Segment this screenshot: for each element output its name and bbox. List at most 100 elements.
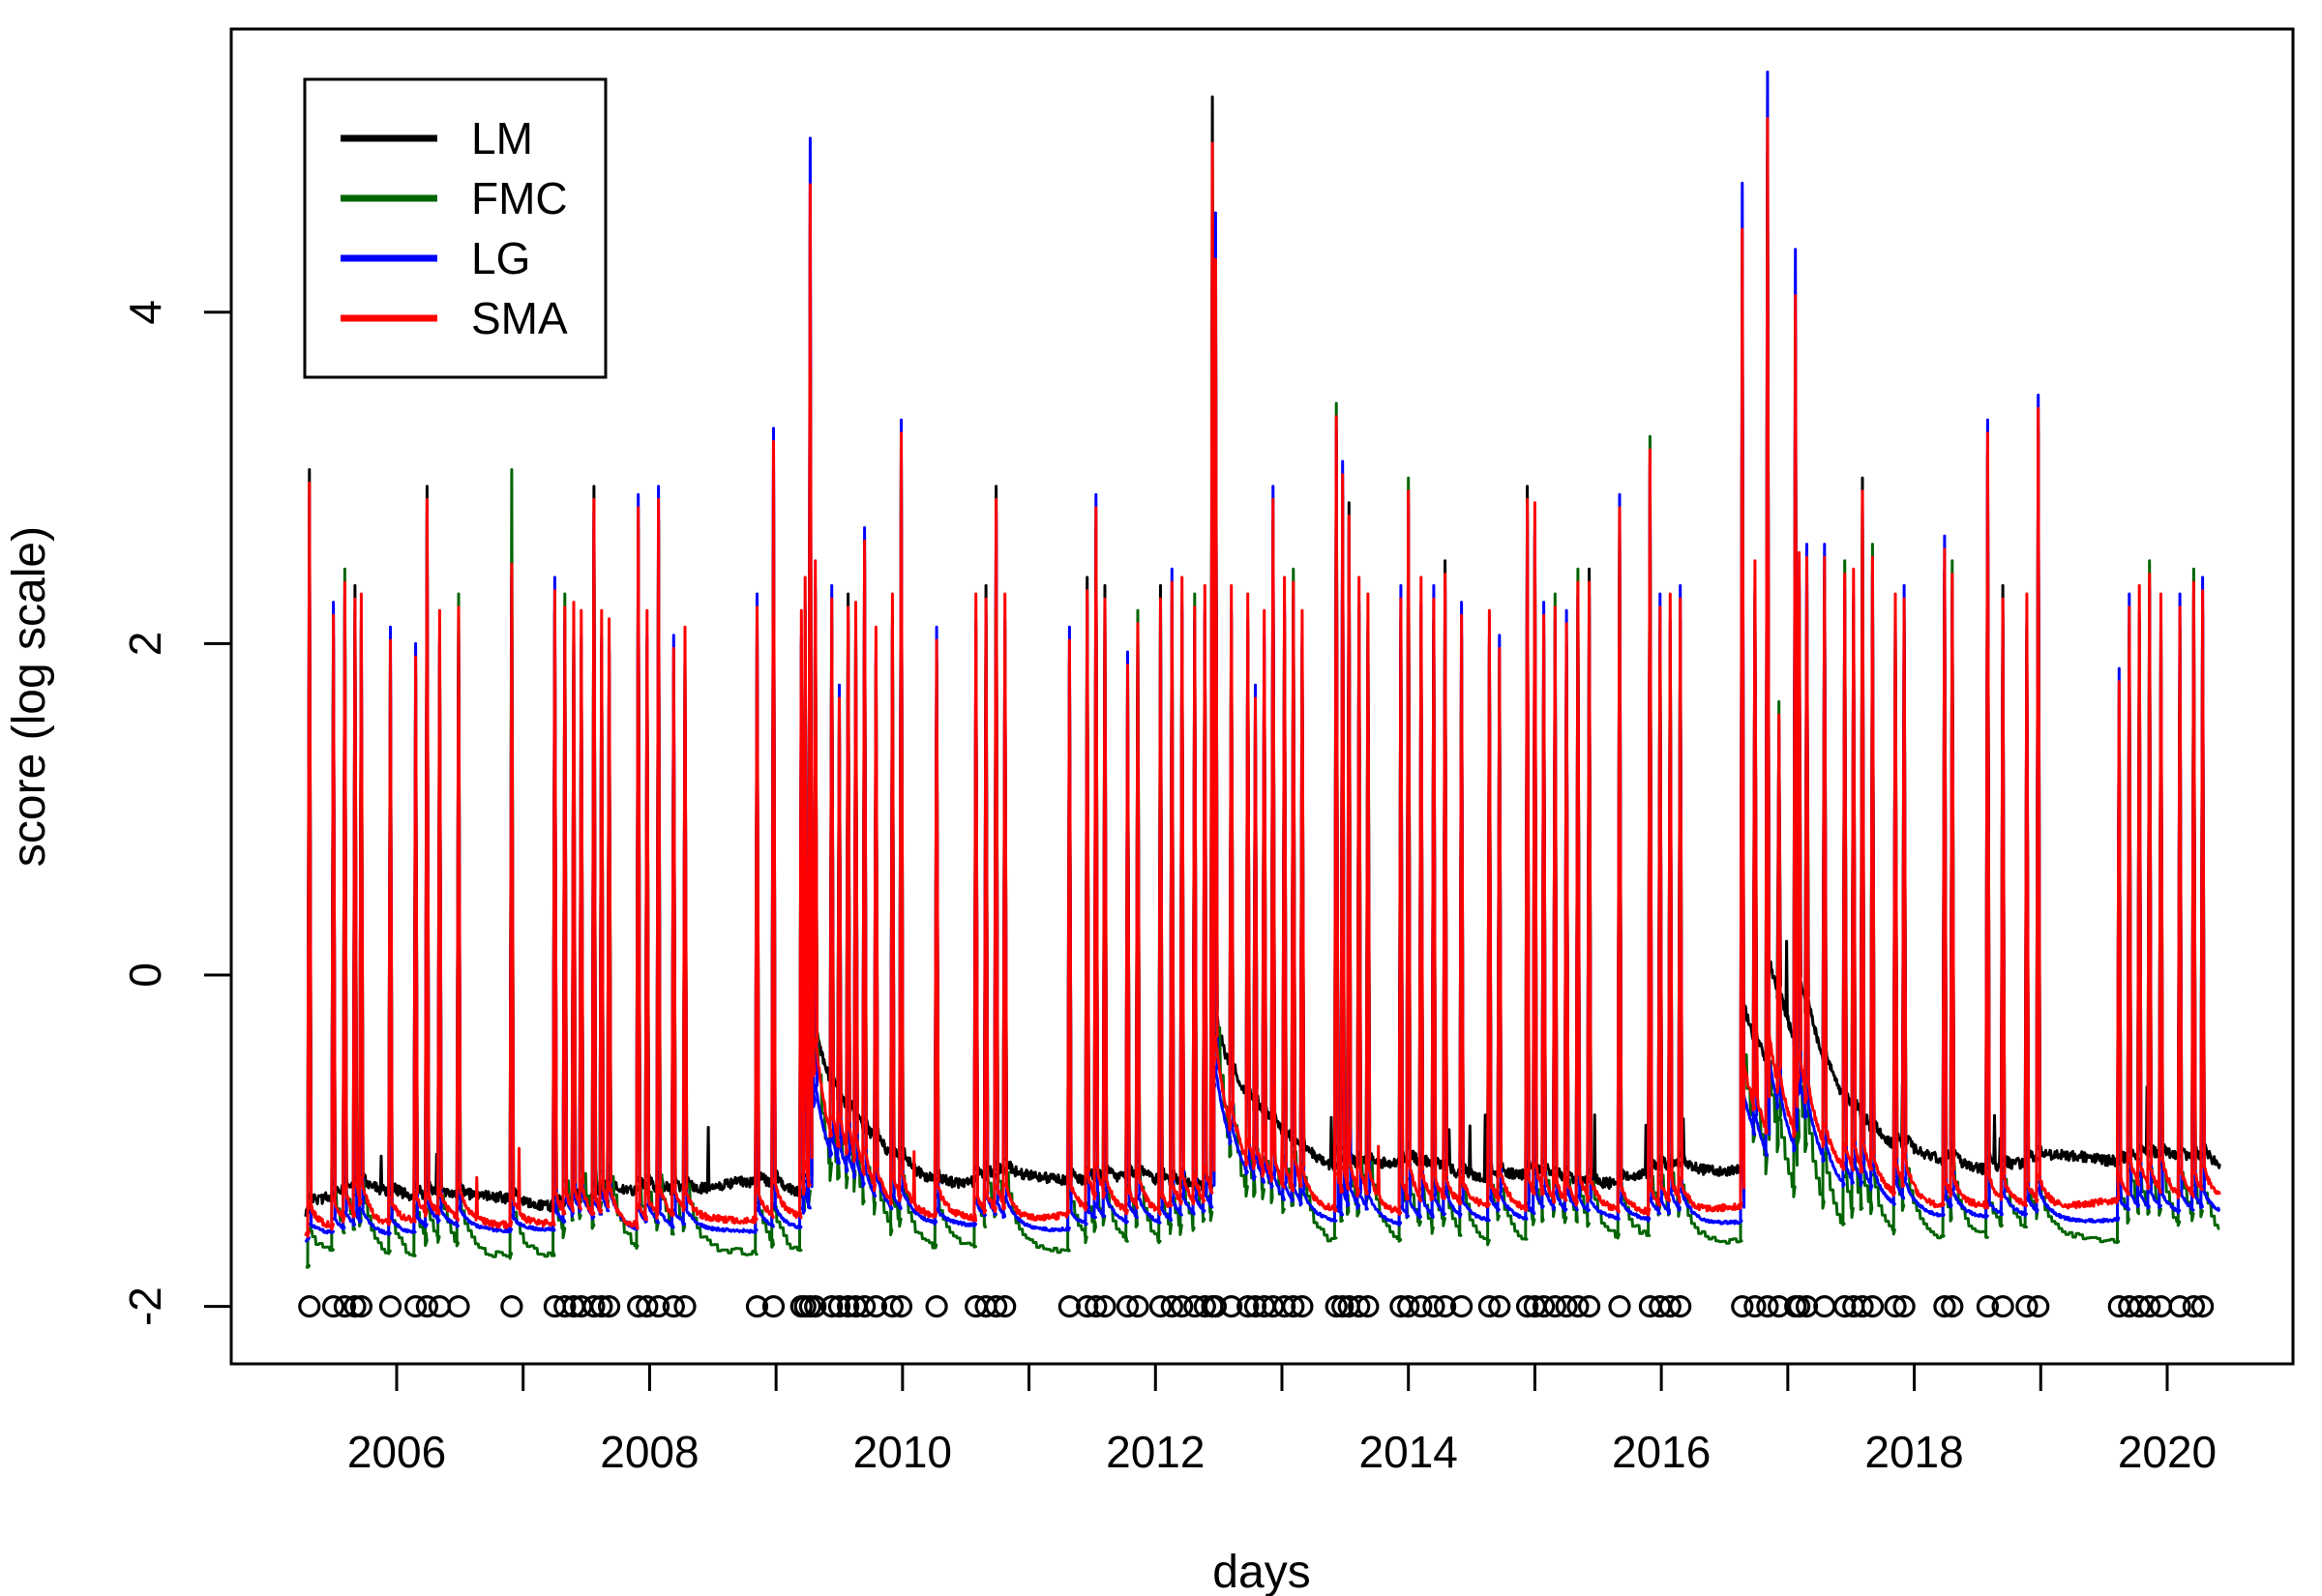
x-axis-title: days [1212, 1547, 1310, 1596]
event-circle [1116, 1294, 1140, 1318]
event-circle [1756, 1294, 1779, 1318]
series-line-sma [304, 116, 2221, 1238]
event-circle [2027, 1294, 2050, 1318]
event-circle [1236, 1294, 1260, 1318]
event-circle [1348, 1294, 1371, 1318]
event-circle [646, 1294, 670, 1318]
event-circle [582, 1294, 606, 1318]
legend-label-fmc: FMC [471, 173, 568, 223]
event-circle [1658, 1294, 1682, 1318]
event-circle [1731, 1294, 1754, 1318]
event-circle [1851, 1294, 1874, 1318]
y-tick-label: 4 [120, 300, 170, 325]
event-circle [827, 1294, 851, 1318]
event-circle [852, 1294, 877, 1318]
event-circle [889, 1294, 913, 1318]
event-circle [1892, 1294, 1916, 1318]
event-circle [553, 1294, 577, 1318]
event-circle [836, 1294, 860, 1318]
legend-box [303, 77, 608, 379]
event-circle [1488, 1294, 1511, 1318]
event-circle [1148, 1294, 1173, 1318]
legend-label-lm: LM [471, 113, 533, 163]
event-circle [761, 1294, 786, 1318]
event-circle [984, 1294, 1008, 1318]
event-circle [1543, 1294, 1566, 1318]
event-circle [1433, 1294, 1457, 1318]
event-circle [298, 1294, 321, 1318]
event-circle [322, 1294, 345, 1318]
legend: LM FMC LG SMA [303, 77, 608, 379]
x-tick-label: 2018 [1864, 1427, 1963, 1477]
event-circle [1093, 1294, 1116, 1318]
event-circle [1477, 1294, 1502, 1318]
event-circle [1833, 1294, 1857, 1318]
event-circle [1410, 1294, 1433, 1318]
event-circle [1669, 1294, 1692, 1318]
x-tick-label: 2008 [600, 1427, 699, 1477]
series-lines [304, 70, 2221, 1269]
event-circle [1532, 1294, 1556, 1318]
event-circle [1282, 1294, 1305, 1318]
event-circle [428, 1294, 451, 1318]
event-circle [1220, 1294, 1243, 1318]
event-circle [1861, 1294, 1885, 1318]
event-markers [298, 1294, 2215, 1318]
legend-label-lg: LG [471, 233, 530, 283]
event-circle [820, 1294, 844, 1318]
event-circle [415, 1294, 438, 1318]
event-circle [1884, 1294, 1907, 1318]
x-tick-label: 2010 [853, 1427, 952, 1477]
event-circle [404, 1294, 428, 1318]
y-tick-label: 0 [120, 962, 170, 988]
plot-frame [229, 27, 2295, 1366]
event-circle [673, 1294, 697, 1318]
event-circle [1743, 1294, 1767, 1318]
y-tick-label: -2 [120, 1286, 170, 1326]
event-circle [1976, 1294, 1999, 1318]
event-circle [2191, 1294, 2215, 1318]
event-circle [349, 1294, 372, 1318]
y-tick-label: 2 [120, 632, 170, 657]
event-circle [590, 1294, 613, 1318]
event-circle [1449, 1294, 1474, 1318]
event-circle [1577, 1294, 1601, 1318]
x-tick-label: 2016 [1612, 1427, 1711, 1477]
event-circle [1193, 1294, 1216, 1318]
event-circle [1515, 1294, 1539, 1318]
event-circle [1160, 1294, 1183, 1318]
event-circle [1795, 1294, 1819, 1318]
y-axis-title: score (log scale) [4, 526, 55, 867]
x-tick-label: 2020 [2118, 1427, 2217, 1477]
event-circle [1787, 1294, 1811, 1318]
x-tick-label: 2006 [347, 1427, 446, 1477]
event-circle [1331, 1294, 1354, 1318]
event-circle [1397, 1294, 1420, 1318]
event-circle [1356, 1294, 1380, 1318]
event-circle [864, 1294, 888, 1318]
event-circle [333, 1294, 356, 1318]
event-circle [447, 1294, 470, 1318]
event-circle [662, 1294, 685, 1318]
plot-box [229, 27, 2295, 1366]
event-circle [1085, 1294, 1108, 1318]
event-circle [378, 1294, 402, 1318]
event-circle [1325, 1294, 1348, 1318]
event-circle [343, 1294, 367, 1318]
y-axis: -2 0 2 4 [120, 300, 231, 1326]
event-circle [1991, 1294, 2014, 1318]
event-circle [1941, 1294, 1964, 1318]
event-circle [880, 1294, 905, 1318]
event-circle [1243, 1294, 1267, 1318]
event-circle [1422, 1294, 1445, 1318]
event-circle [1126, 1294, 1149, 1318]
x-axis: 2006 2008 2010 2012 2014 2016 2018 2020 [347, 1364, 2217, 1477]
event-circle [1204, 1294, 1228, 1318]
event-circle [2138, 1294, 2161, 1318]
x-tick-label: 2014 [1359, 1427, 1458, 1477]
x-tick-label: 2012 [1106, 1427, 1205, 1477]
event-circle [1272, 1294, 1296, 1318]
event-circle [1171, 1294, 1194, 1318]
event-circle [1057, 1294, 1082, 1318]
